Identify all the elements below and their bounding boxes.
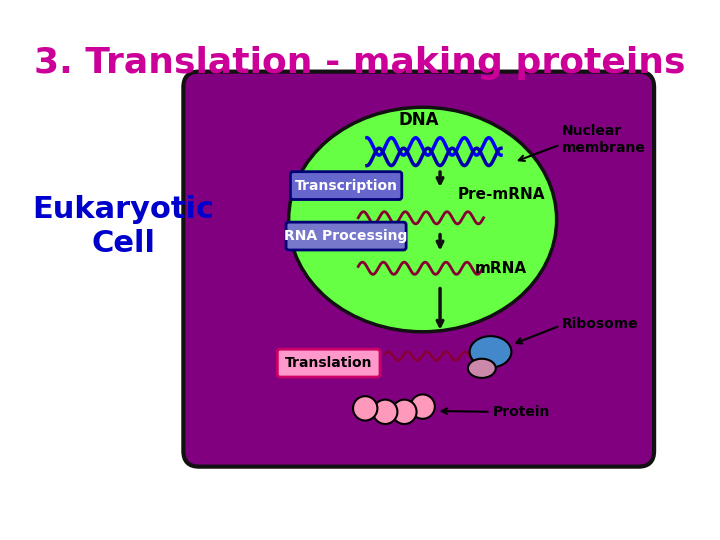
Circle shape xyxy=(373,400,397,424)
Text: Nuclear
membrane: Nuclear membrane xyxy=(562,124,646,154)
Circle shape xyxy=(410,394,435,419)
Text: mRNA: mRNA xyxy=(475,261,527,276)
Circle shape xyxy=(353,396,377,421)
Ellipse shape xyxy=(469,336,511,367)
Ellipse shape xyxy=(289,107,557,332)
Text: Transcription: Transcription xyxy=(294,179,397,193)
Text: Protein: Protein xyxy=(492,405,549,419)
Text: Eukaryotic
Cell: Eukaryotic Cell xyxy=(32,195,215,258)
FancyBboxPatch shape xyxy=(277,349,380,377)
Text: Translation: Translation xyxy=(285,356,372,370)
Ellipse shape xyxy=(468,359,496,378)
Circle shape xyxy=(392,400,417,424)
Text: RNA Processing: RNA Processing xyxy=(284,229,408,243)
FancyBboxPatch shape xyxy=(286,222,406,250)
FancyBboxPatch shape xyxy=(290,172,402,199)
Text: Ribosome: Ribosome xyxy=(562,317,639,331)
Text: Pre-mRNA: Pre-mRNA xyxy=(457,187,545,202)
Text: 3. Translation - making proteins: 3. Translation - making proteins xyxy=(35,46,685,80)
FancyBboxPatch shape xyxy=(184,72,654,467)
Text: DNA: DNA xyxy=(399,111,439,129)
